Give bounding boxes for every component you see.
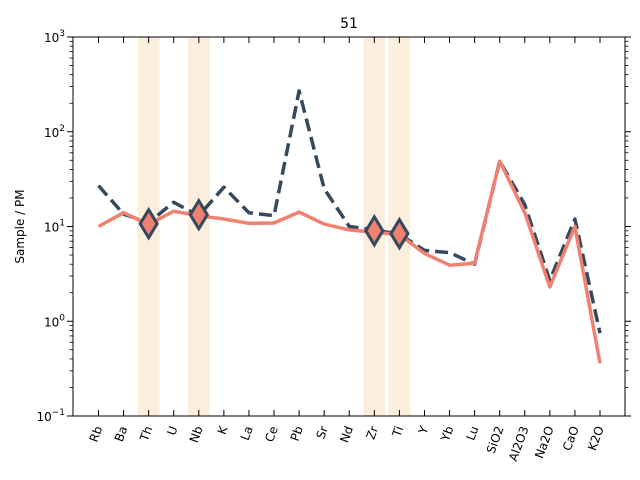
x-tick-label: La	[238, 424, 256, 442]
x-tick-label: Pb	[288, 424, 306, 443]
y-tick-label: 103	[44, 29, 65, 45]
x-tick-label: Na2O	[532, 424, 557, 460]
y-tick-label: 101	[44, 219, 65, 235]
x-tick-label: Ba	[112, 424, 130, 443]
x-tick-label: CaO	[560, 424, 582, 452]
x-tick-label: Y	[415, 424, 431, 437]
x-tick-label: K	[215, 423, 231, 436]
x-tick-label: Nd	[337, 424, 356, 444]
x-axis: Rb Ba Th U Nb K La Ce Pb Sr Nd Zr Ti Y Yb Lu SiO2 Al2O3 Na…	[87, 37, 607, 463]
x-tick-label: K2O	[585, 424, 607, 452]
y-tick-label: 10−1	[36, 408, 65, 424]
marker-nb	[188, 197, 210, 232]
marker-ti	[389, 216, 410, 251]
y-axis-label: Sample / PM	[13, 189, 27, 263]
marker-zr	[364, 213, 385, 248]
x-tick-label: Lu	[463, 424, 481, 442]
y-tick-label: 102	[44, 124, 65, 140]
x-tick-label: Zr	[363, 424, 381, 441]
series-line-1	[97, 89, 602, 334]
y-axis: 10−1 100 101 102 103	[36, 29, 631, 424]
x-tick-label: U	[164, 424, 180, 437]
series-lines	[97, 89, 602, 364]
x-tick-label: Th	[137, 424, 156, 444]
x-tick-label: Ce	[262, 424, 281, 444]
x-tick-label: SiO2	[484, 424, 507, 455]
x-tick-label: Yb	[438, 424, 457, 444]
marker-points	[138, 197, 410, 251]
chart-title: 51	[340, 16, 358, 32]
x-tick-label: Ti	[389, 424, 406, 439]
marker-th	[138, 206, 159, 241]
y-tick-label: 100	[44, 313, 65, 329]
x-tick-label: Nb	[187, 424, 206, 444]
series-line-2	[97, 159, 602, 364]
x-tick-label: Sr	[314, 424, 331, 441]
x-tick-label: Rb	[87, 424, 106, 444]
x-tick-label: Al2O3	[506, 424, 532, 463]
